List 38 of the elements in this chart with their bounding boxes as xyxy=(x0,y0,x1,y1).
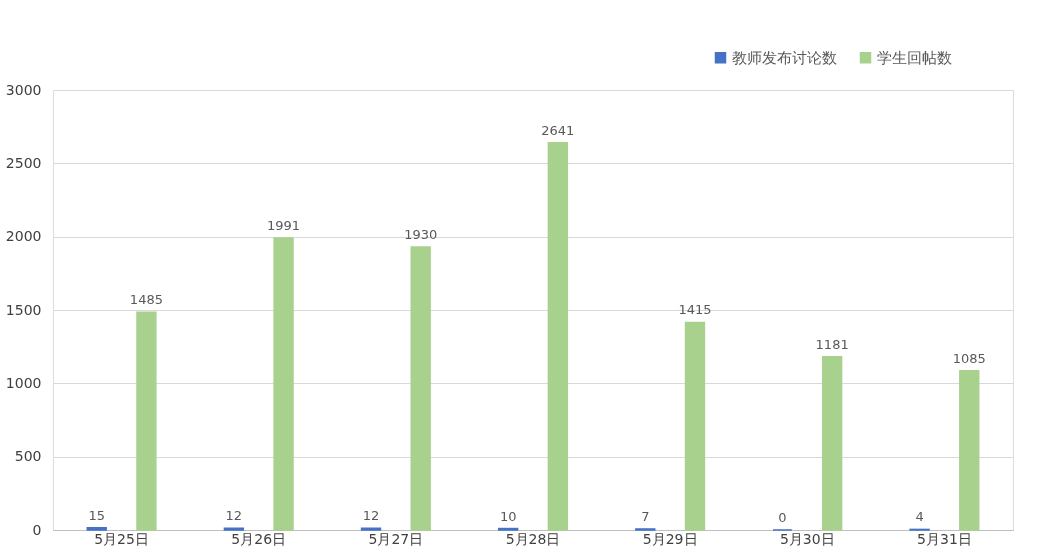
x-tick-label: 5月25日 xyxy=(94,530,149,547)
y-tick-label: 2500 xyxy=(5,154,42,171)
x-tick-label: 5月29日 xyxy=(642,530,698,547)
x-tick-label: 5月27日 xyxy=(368,530,424,547)
y-tick-label: 2000 xyxy=(5,228,42,245)
y-tick-label: 500 xyxy=(14,448,42,465)
bar xyxy=(273,237,294,531)
legend-label: 教师发布讨论数 xyxy=(732,48,837,67)
bar xyxy=(547,141,569,531)
data-label: 1485 xyxy=(129,292,163,308)
data-label: 12 xyxy=(225,508,243,524)
data-label: 1085 xyxy=(952,350,986,366)
data-label: 1930 xyxy=(404,226,438,242)
bar xyxy=(410,246,431,531)
y-tick-label: 1500 xyxy=(5,301,42,318)
x-tick-label: 5月28日 xyxy=(505,530,561,547)
y-tick-label: 1000 xyxy=(5,374,42,391)
data-label: 7 xyxy=(641,508,650,524)
x-tick-label: 5月31日 xyxy=(917,530,972,547)
y-tick-label: 3000 xyxy=(5,81,42,98)
data-label: 12 xyxy=(362,508,380,524)
data-label: 1991 xyxy=(267,217,301,233)
data-label: 0 xyxy=(778,510,787,525)
bar xyxy=(959,370,980,531)
data-label: 10 xyxy=(499,508,517,524)
bar xyxy=(684,321,706,531)
x-tick-label: 5月30日 xyxy=(779,530,835,547)
legend-label: 学生回帖数 xyxy=(877,48,952,67)
data-label: 2641 xyxy=(541,122,575,138)
data-label: 15 xyxy=(88,507,105,523)
bar xyxy=(86,527,107,531)
data-label: 1181 xyxy=(815,336,849,352)
bar xyxy=(136,311,157,531)
data-label: 1415 xyxy=(678,302,712,318)
y-tick-label: 0 xyxy=(32,521,42,538)
data-label: 4 xyxy=(915,509,924,525)
bar xyxy=(821,356,843,531)
x-tick-label: 5月26日 xyxy=(231,530,287,547)
